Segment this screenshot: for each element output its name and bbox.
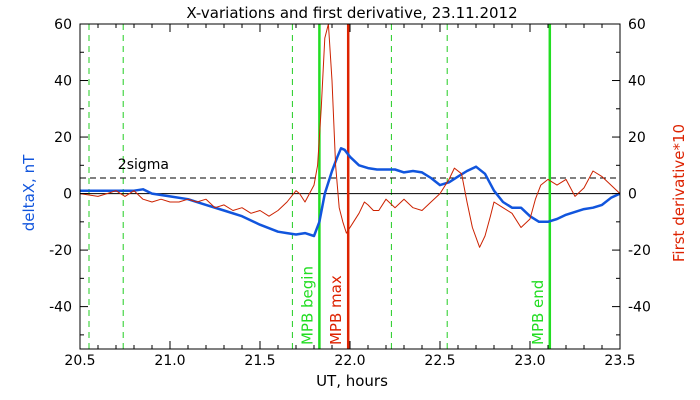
- y-tick-label-left: 60: [54, 17, 72, 33]
- y-tick-label-right: 60: [628, 17, 646, 33]
- x-tick-label: 23.0: [514, 353, 545, 369]
- y-tick-label-right: 20: [628, 130, 646, 146]
- annotation-label: MPB max: [327, 275, 345, 345]
- x-tick-label: 21.5: [244, 353, 275, 369]
- y-tick-label-right: 0: [628, 187, 637, 203]
- x-axis-label: UT, hours: [316, 372, 388, 390]
- y-axis-label-right: First derivative*10: [670, 124, 688, 262]
- y-tick-label-right: 40: [628, 74, 646, 90]
- y-axis-label-left: deltaX, nT: [20, 154, 38, 231]
- x-tick-label: 22.5: [424, 353, 455, 369]
- y-tick-label-left: -40: [49, 300, 72, 316]
- series-deltax-line: [80, 147, 621, 238]
- series-derivative-line: [79, 23, 621, 248]
- y-tick-label-left: 0: [63, 187, 72, 203]
- y-tick-label-left: -20: [49, 243, 72, 259]
- x-tick-label: 21.0: [154, 353, 185, 369]
- annotation-label: MPB begin: [298, 266, 316, 345]
- y-tick-label-left: 20: [54, 130, 72, 146]
- x-tick-label: 20.5: [64, 353, 95, 369]
- chart-title: X-variations and first derivative, 23.11…: [186, 4, 517, 22]
- threshold-label: 2sigma: [118, 157, 169, 173]
- y-tick-label-left: 40: [54, 74, 72, 90]
- x-tick-label: 22.0: [334, 353, 365, 369]
- plot-layer: 2sigma MPB begin MPB max MPB end 20.5 21.0 21.…: [49, 17, 651, 369]
- y-tick-label-right: -20: [628, 243, 651, 259]
- x-tick-label: 23.5: [604, 353, 635, 369]
- annotation-label: MPB end: [529, 280, 547, 345]
- y-tick-label-right: -40: [628, 300, 651, 316]
